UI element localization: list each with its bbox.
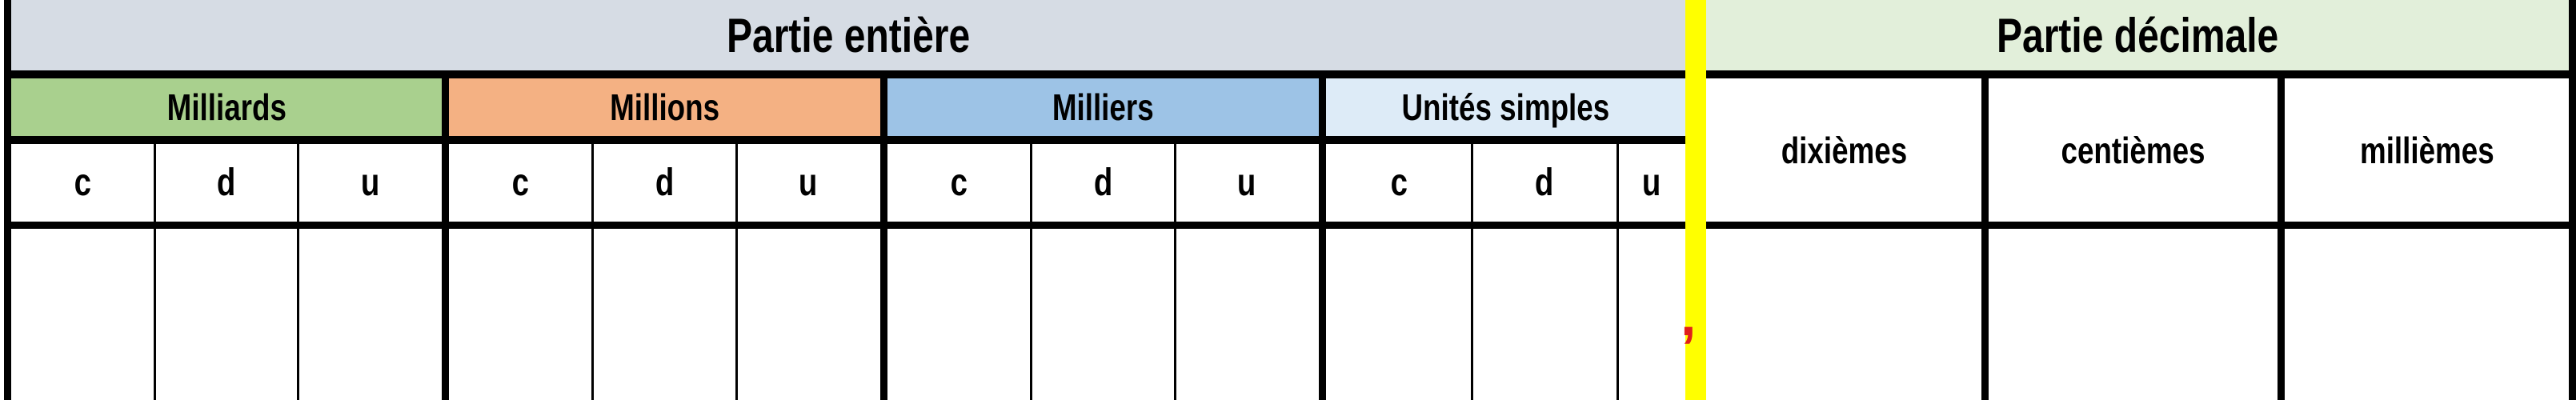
- column-header-d: d: [1472, 144, 1617, 222]
- digit-cell[interactable]: [1706, 229, 1981, 400]
- column-header-c-label: c: [951, 162, 968, 204]
- column-header-centièmes: centièmes: [1989, 78, 2278, 222]
- column-header-c: c: [449, 144, 593, 222]
- row-divider: [1706, 70, 2576, 78]
- integer-part-header: Partie entière: [11, 0, 1685, 70]
- column-header-d-label: d: [1093, 162, 1113, 204]
- column-header-c-label: c: [74, 162, 92, 204]
- column-header-u-label: u: [1641, 162, 1661, 204]
- column-header-d: d: [1032, 144, 1176, 222]
- decimal-part-title: Partie décimale: [1996, 8, 2279, 62]
- column-header-u: u: [298, 144, 442, 222]
- digit-cell[interactable]: [887, 229, 1032, 400]
- column-header-d-label: d: [217, 162, 236, 204]
- digit-cell[interactable]: [736, 229, 880, 400]
- thick-divider: [2569, 0, 2576, 400]
- integer-part-title: Partie entière: [726, 8, 971, 62]
- digit-cell[interactable]: [11, 229, 154, 400]
- thin-divider: [1616, 144, 1619, 400]
- thin-divider: [1030, 144, 1033, 400]
- digit-cell[interactable]: [298, 229, 442, 400]
- thin-divider: [591, 144, 595, 400]
- row-divider: [4, 222, 1689, 229]
- row-divider: [4, 136, 1689, 144]
- decimal-part-header: Partie décimale: [1706, 0, 2569, 70]
- column-header-d-label: d: [1535, 162, 1554, 204]
- thick-divider: [1319, 78, 1326, 400]
- digit-cell[interactable]: [593, 229, 737, 400]
- column-header-dixièmes-label: dixièmes: [1781, 129, 1907, 171]
- digit-cell[interactable]: [1175, 229, 1319, 400]
- thin-divider: [297, 144, 300, 400]
- column-header-u: u: [736, 144, 880, 222]
- column-header-dixièmes: dixièmes: [1706, 78, 1981, 222]
- thick-divider: [442, 78, 449, 400]
- group-milliards-label: Milliards: [166, 86, 286, 128]
- decimal-separator-line: [1685, 0, 1706, 400]
- group-millions: Millions: [449, 78, 880, 136]
- thick-divider: [4, 0, 11, 400]
- thin-divider: [153, 144, 156, 400]
- column-header-d: d: [593, 144, 737, 222]
- thin-divider: [1173, 144, 1176, 400]
- group-millions-label: Millions: [609, 86, 719, 128]
- group-milliers: Milliers: [887, 78, 1319, 136]
- column-header-c-label: c: [512, 162, 530, 204]
- digit-cell[interactable]: [1032, 229, 1176, 400]
- column-header-millièmes-label: millièmes: [2359, 129, 2494, 171]
- column-header-u: u: [1175, 144, 1319, 222]
- column-header-u-label: u: [1237, 162, 1256, 204]
- column-header-c: c: [1326, 144, 1472, 222]
- digit-cell[interactable]: [1472, 229, 1617, 400]
- digit-cell[interactable]: [1326, 229, 1472, 400]
- column-header-c: c: [11, 144, 154, 222]
- digit-cell[interactable]: [1989, 229, 2278, 400]
- column-header-c: c: [887, 144, 1032, 222]
- group-milliards: Milliards: [11, 78, 442, 136]
- column-header-d-label: d: [655, 162, 675, 204]
- row-divider: [1706, 222, 2576, 229]
- digit-cell[interactable]: [154, 229, 298, 400]
- column-header-u-label: u: [360, 162, 380, 204]
- row-divider: [4, 70, 1689, 78]
- column-header-u-label: u: [799, 162, 818, 204]
- group-milliers-label: Milliers: [1052, 86, 1154, 128]
- column-header-u: u: [1617, 144, 1685, 222]
- column-header-millièmes: millièmes: [2285, 78, 2569, 222]
- thin-divider: [735, 144, 738, 400]
- column-header-d: d: [154, 144, 298, 222]
- decimal-comma: ,: [1681, 285, 1697, 347]
- column-header-centièmes-label: centièmes: [2061, 129, 2205, 171]
- thick-divider: [2278, 70, 2285, 400]
- group-unités-simples: Unités simples: [1326, 78, 1685, 136]
- digit-cell[interactable]: [449, 229, 593, 400]
- digit-cell[interactable]: [2285, 229, 2569, 400]
- thick-divider: [1981, 70, 1989, 400]
- digit-cell[interactable]: [1617, 229, 1685, 400]
- thin-divider: [1470, 144, 1473, 400]
- column-header-c-label: c: [1390, 162, 1408, 204]
- group-unités-simples-label: Unités simples: [1401, 86, 1610, 128]
- thick-divider: [880, 78, 887, 400]
